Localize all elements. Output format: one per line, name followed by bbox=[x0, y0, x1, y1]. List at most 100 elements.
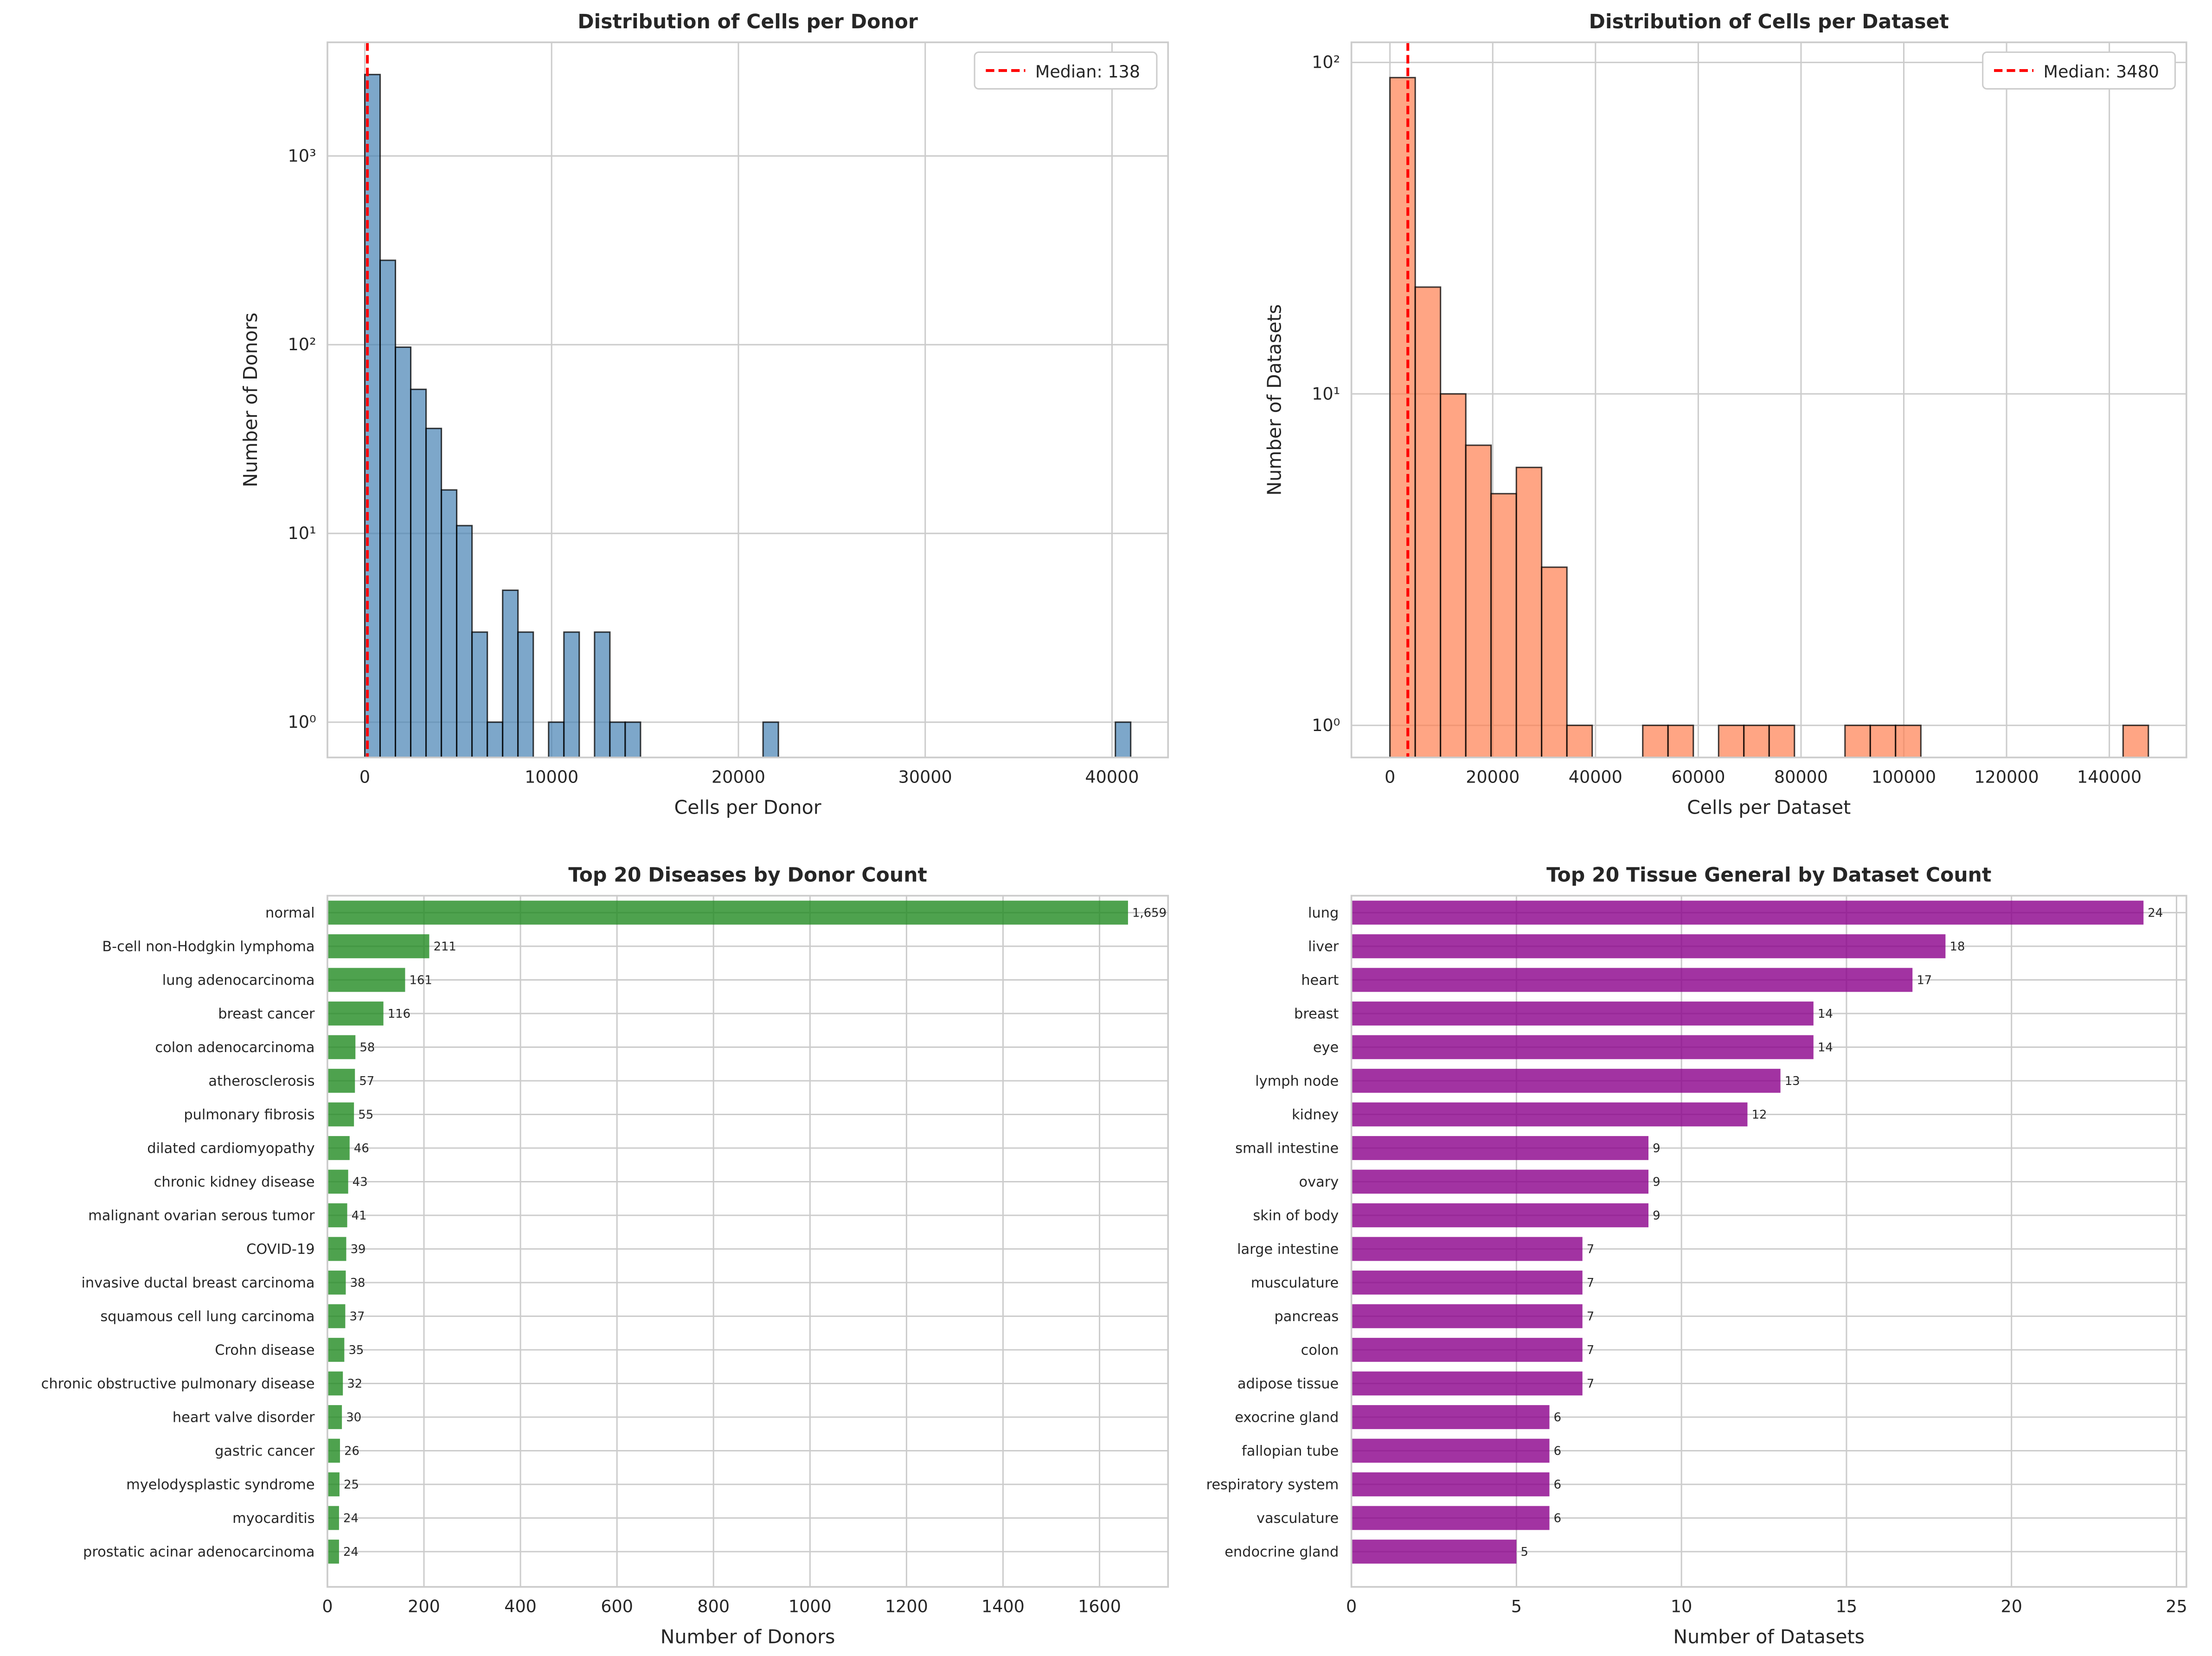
histogram-bar bbox=[1566, 725, 1593, 758]
bar bbox=[327, 1102, 354, 1127]
histogram-bar bbox=[1440, 393, 1467, 758]
value-label: 116 bbox=[388, 1007, 410, 1021]
value-label: 14 bbox=[1818, 1041, 1833, 1055]
bar bbox=[327, 1169, 348, 1194]
value-label: 6 bbox=[1554, 1512, 1561, 1526]
bar bbox=[327, 1203, 347, 1227]
chart-panel-3: Top 20 Diseases by Donor Count Number of … bbox=[41, 864, 1169, 1648]
legend: Median: 138 bbox=[974, 51, 1158, 90]
x-tick-label: 15 bbox=[1836, 1597, 1857, 1617]
x-tick-label: 140000 bbox=[2077, 767, 2141, 787]
x-tick-label: 0 bbox=[1385, 767, 1395, 787]
histogram-bar bbox=[1743, 725, 1770, 758]
y-tick-label: 10¹ bbox=[1312, 384, 1340, 404]
category-label: lung adenocarcinoma bbox=[162, 972, 315, 988]
bar bbox=[327, 1069, 355, 1093]
histogram-bar bbox=[1768, 725, 1795, 758]
axes-frame bbox=[1350, 895, 2187, 1588]
y-tick-label: 10³ bbox=[288, 146, 316, 166]
value-label: 39 bbox=[351, 1243, 366, 1257]
x-tick-label: 0 bbox=[359, 767, 370, 787]
x-tick-label: 20000 bbox=[1466, 767, 1520, 787]
y-axis-label: Number of Donors bbox=[239, 313, 262, 488]
value-label: 57 bbox=[359, 1074, 374, 1088]
category-label: B-cell non-Hodgkin lymphoma bbox=[102, 939, 314, 955]
bar bbox=[1351, 1472, 1550, 1496]
x-tick-label: 80000 bbox=[1774, 767, 1828, 787]
x-axis-label: Cells per Donor bbox=[674, 796, 821, 819]
value-label: 26 bbox=[344, 1444, 359, 1458]
x-tick-label: 400 bbox=[504, 1597, 537, 1617]
bar bbox=[327, 1371, 343, 1396]
x-tick-label: 800 bbox=[697, 1597, 730, 1617]
histogram-bar bbox=[1718, 725, 1745, 758]
x-tick-label: 25 bbox=[2166, 1597, 2187, 1617]
chart-panel-1: Distribution of Cells per Donor Cells per… bbox=[239, 10, 1169, 819]
value-label: 30 bbox=[346, 1411, 361, 1425]
bar bbox=[327, 1472, 340, 1496]
category-label: colon adenocarcinoma bbox=[155, 1040, 314, 1056]
category-label: chronic kidney disease bbox=[154, 1174, 315, 1190]
category-label: small intestine bbox=[1235, 1141, 1339, 1157]
histogram-bar bbox=[1869, 725, 1897, 758]
histogram-bar bbox=[1541, 566, 1568, 758]
bar bbox=[1351, 1371, 1583, 1396]
histogram-bar bbox=[1389, 77, 1416, 758]
bar bbox=[1351, 1271, 1583, 1295]
axes-frame bbox=[327, 895, 1169, 1588]
category-label: Crohn disease bbox=[215, 1342, 314, 1359]
bar bbox=[1351, 1540, 1517, 1564]
x-tick-label: 0 bbox=[1346, 1597, 1357, 1617]
histogram-bar bbox=[471, 631, 488, 758]
bar bbox=[1351, 1338, 1583, 1362]
x-tick-label: 40000 bbox=[1085, 767, 1139, 787]
histogram-bar bbox=[395, 346, 412, 758]
bar bbox=[327, 1338, 345, 1362]
value-label: 35 bbox=[348, 1343, 364, 1357]
bar bbox=[327, 1438, 340, 1463]
x-axis-label: Number of Donors bbox=[660, 1626, 835, 1648]
histogram-bar bbox=[2122, 725, 2149, 758]
x-tick-label: 30000 bbox=[898, 767, 952, 787]
category-label: musculature bbox=[1251, 1275, 1339, 1291]
histogram-bar bbox=[1844, 725, 1871, 758]
x-tick-label: 10000 bbox=[525, 767, 578, 787]
value-label: 7 bbox=[1587, 1377, 1594, 1391]
legend-label: Median: 138 bbox=[1035, 62, 1140, 82]
category-label: myocarditis bbox=[232, 1510, 314, 1527]
value-label: 7 bbox=[1587, 1276, 1594, 1290]
histogram-bar bbox=[1515, 467, 1543, 758]
y-tick-label: 10¹ bbox=[288, 523, 316, 543]
histogram-bar bbox=[624, 721, 641, 758]
histogram-bar bbox=[517, 631, 534, 758]
value-label: 41 bbox=[352, 1209, 367, 1223]
category-label: malignant ovarian serous tumor bbox=[88, 1208, 315, 1224]
value-label: 32 bbox=[347, 1377, 362, 1391]
category-label: chronic obstructive pulmonary disease bbox=[41, 1376, 315, 1392]
legend-box bbox=[1982, 51, 2176, 90]
value-label: 13 bbox=[1785, 1074, 1800, 1088]
histogram-bar bbox=[1895, 725, 1922, 758]
bar bbox=[1351, 1304, 1583, 1329]
histogram-bar bbox=[563, 631, 580, 758]
x-axis-label: Number of Datasets bbox=[1673, 1626, 1865, 1648]
value-label: 46 bbox=[354, 1142, 369, 1155]
value-label: 7 bbox=[1587, 1343, 1594, 1357]
value-label: 24 bbox=[343, 1512, 359, 1526]
x-tick-label: 5 bbox=[1511, 1597, 1522, 1617]
histogram-bar bbox=[1490, 493, 1517, 758]
category-label: fallopian tube bbox=[1242, 1443, 1339, 1459]
chart-title: Top 20 Tissue General by Dataset Count bbox=[1546, 864, 1991, 887]
bar bbox=[1351, 1506, 1550, 1530]
category-label: breast cancer bbox=[218, 1006, 315, 1022]
x-tick-label: 40000 bbox=[1569, 767, 1622, 787]
bar bbox=[327, 1506, 339, 1530]
x-tick-label: 120000 bbox=[1974, 767, 2039, 787]
bar bbox=[1351, 1102, 1748, 1127]
value-label: 7 bbox=[1587, 1310, 1594, 1324]
category-label: colon bbox=[1301, 1342, 1339, 1359]
category-label: lymph node bbox=[1255, 1073, 1339, 1090]
legend: Median: 3480 bbox=[1982, 51, 2176, 90]
y-tick-label: 10⁰ bbox=[1312, 715, 1340, 735]
